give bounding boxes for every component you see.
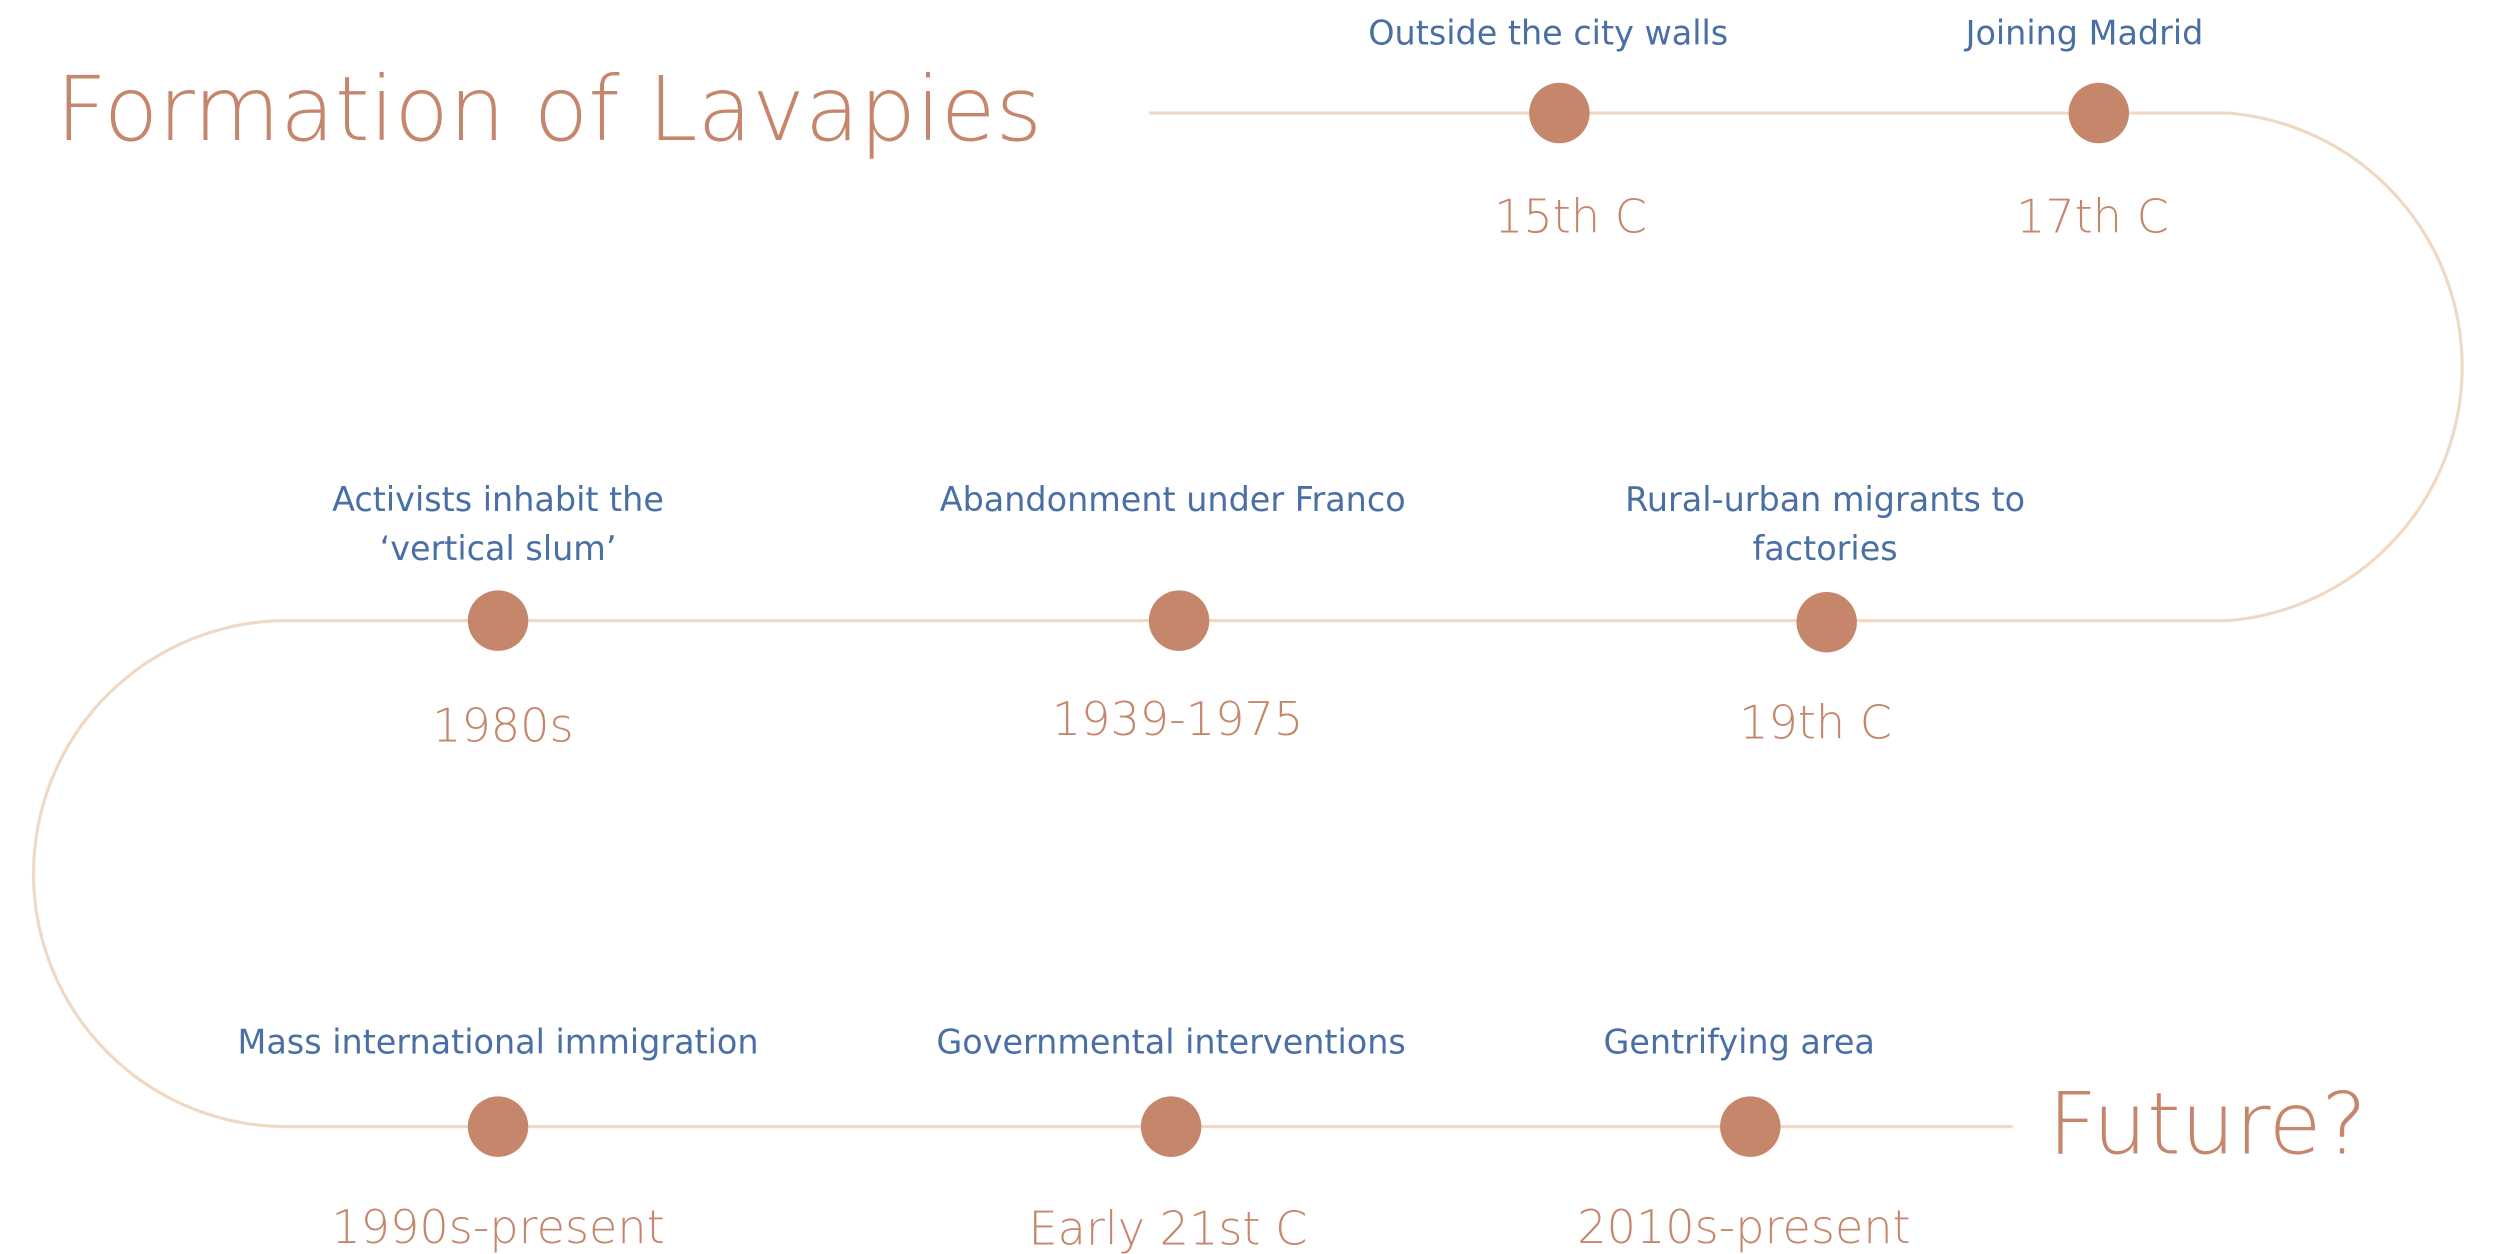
event-label: Activists inhabit the ‘vertical slum’ (332, 480, 664, 568)
event-label-line: ‘vertical slum’ (380, 529, 617, 568)
event-dot (1720, 1096, 1781, 1157)
event-label-line: Joining Madrid (1964, 14, 2204, 53)
event-label: Outside the city walls (1368, 14, 1728, 53)
event-dot (1796, 591, 1857, 653)
event-dot (467, 1096, 529, 1157)
event-label-line: Activists inhabit the (332, 480, 664, 519)
event-label-line: Gentrifying area (1603, 1022, 1874, 1061)
event-date: 1980s (432, 699, 573, 753)
event-label-line: factories (1753, 529, 1898, 568)
event-label-line: Governmental interventions (936, 1022, 1405, 1061)
event-date: 1990s-present (331, 1200, 664, 1254)
event-dot (1529, 82, 1590, 144)
event-label: Rural-urban migrants to factories (1625, 480, 2025, 568)
event-label-line: Rural-urban migrants to (1625, 480, 2025, 519)
event-date: 15th C (1494, 189, 1647, 243)
event-dot (1148, 590, 1210, 651)
event-label: Abandonment under Franco (940, 480, 1406, 519)
event-date: Early 21st C (1029, 1201, 1308, 1254)
event-label-line: Mass international immigration (238, 1022, 759, 1061)
event-label: Joining Madrid (1964, 14, 2204, 53)
event-date: 1939-1975 (1052, 692, 1303, 746)
event-date: 17th C (2016, 189, 2169, 243)
event-date: 19th C (1739, 695, 1892, 749)
timeline-path (31, 111, 2464, 1129)
event-label: Mass international immigration (238, 1022, 759, 1061)
title: Formation of Lavapies (56, 58, 1042, 162)
event-dot (2068, 82, 2130, 144)
event-date: 2010s-present (1577, 1200, 1910, 1254)
event-dot (467, 590, 529, 651)
event-label-line: Outside the city walls (1368, 14, 1728, 53)
event-dot (1140, 1096, 1202, 1157)
end-label: Future? (2048, 1075, 2367, 1175)
event-label: Gentrifying area (1603, 1022, 1874, 1061)
event-label-line: Abandonment under Franco (940, 480, 1406, 519)
event-label: Governmental interventions (936, 1022, 1405, 1061)
